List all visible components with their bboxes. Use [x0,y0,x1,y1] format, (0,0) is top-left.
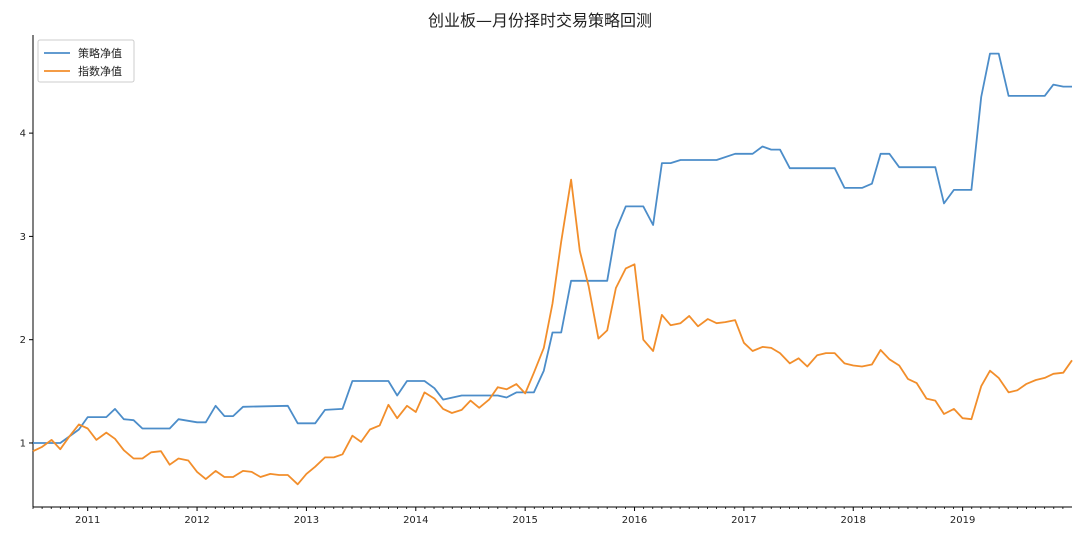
x-tick-label: 2018 [841,515,866,526]
x-tick-label: 2019 [950,515,975,526]
series-line-strategy [33,52,1072,444]
x-tick-label: 2017 [731,515,756,526]
chart-title: 创业板—月份择时交易策略回测 [428,11,652,30]
x-tick-label: 2014 [403,515,428,526]
axis-ticks: 1 2 3 4 2011 2012 2013 2014 2015 2016 2017 2018 2019 [20,129,1064,526]
x-tick-label: 2016 [622,515,647,526]
y-tick-label: 1 [20,438,26,449]
axes [32,35,1072,508]
series-line-index [32,178,1073,486]
x-tick-label: 2011 [75,515,100,526]
y-tick-label: 2 [20,335,26,346]
series-layer [32,52,1073,486]
legend-label: 指数净值 [78,64,122,78]
y-tick-label: 3 [20,232,26,243]
x-tick-label: 2015 [512,515,537,526]
x-tick-label: 2012 [184,515,209,526]
legend-label: 策略净值 [78,46,122,60]
y-tick-label: 4 [20,129,26,140]
x-tick-label: 2013 [294,515,319,526]
